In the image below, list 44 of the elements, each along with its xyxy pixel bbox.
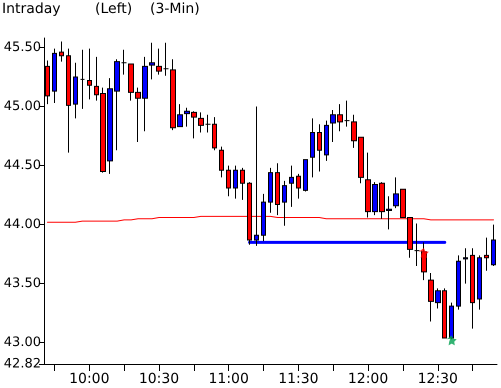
- candlestick: [470, 248, 475, 330]
- text: (Left): [95, 1, 132, 17]
- y-tick-label: 44.00: [4, 217, 41, 232]
- y-tick-label: 45.00: [4, 99, 41, 114]
- candlestick: [73, 62, 78, 119]
- candlestick: [289, 165, 294, 208]
- candlestick: [414, 222, 420, 266]
- candlestick: [219, 146, 224, 178]
- candlestick: [87, 48, 92, 100]
- candlestick: [66, 48, 71, 154]
- x-tick-label: 11:00: [208, 371, 249, 387]
- y-tick-label: 44.50: [4, 158, 41, 174]
- candlestick: [491, 224, 496, 266]
- candlestick: [317, 124, 322, 172]
- candlestick: [240, 167, 245, 200]
- y-tick-label: 42.82: [4, 356, 41, 372]
- candlestick: [449, 302, 454, 339]
- candlestick: [275, 162, 280, 216]
- x-tick-label: 10:00: [69, 371, 110, 387]
- y-tick-label: 43.50: [4, 276, 41, 292]
- candlestick: [310, 118, 315, 178]
- candlestick: [52, 48, 57, 104]
- candlestick: [324, 120, 329, 162]
- candlestick: [59, 41, 64, 62]
- x-tick-label: 10:30: [138, 371, 180, 387]
- chart-title: Intraday: [2, 1, 61, 17]
- candlestick: [149, 42, 155, 80]
- x-tick-label: 11:30: [278, 371, 319, 387]
- candlestick: [463, 248, 468, 284]
- candlestick: [282, 180, 287, 226]
- candlestick: [296, 173, 301, 200]
- text: (3-Min): [150, 1, 200, 17]
- candlestick: [80, 49, 85, 110]
- candlestick: [226, 165, 231, 197]
- candlestick: [456, 254, 461, 310]
- y-tick-label: 43.00: [4, 335, 41, 350]
- candlestick: [477, 254, 482, 310]
- candlestick: [484, 237, 489, 272]
- y-tick-label: 45.50: [4, 40, 41, 55]
- candlestick: [233, 165, 238, 200]
- x-tick-label: 12:30: [418, 371, 458, 387]
- x-tick-label: 12:00: [348, 371, 388, 387]
- candlestick: [268, 167, 273, 214]
- candlestick: [303, 159, 308, 192]
